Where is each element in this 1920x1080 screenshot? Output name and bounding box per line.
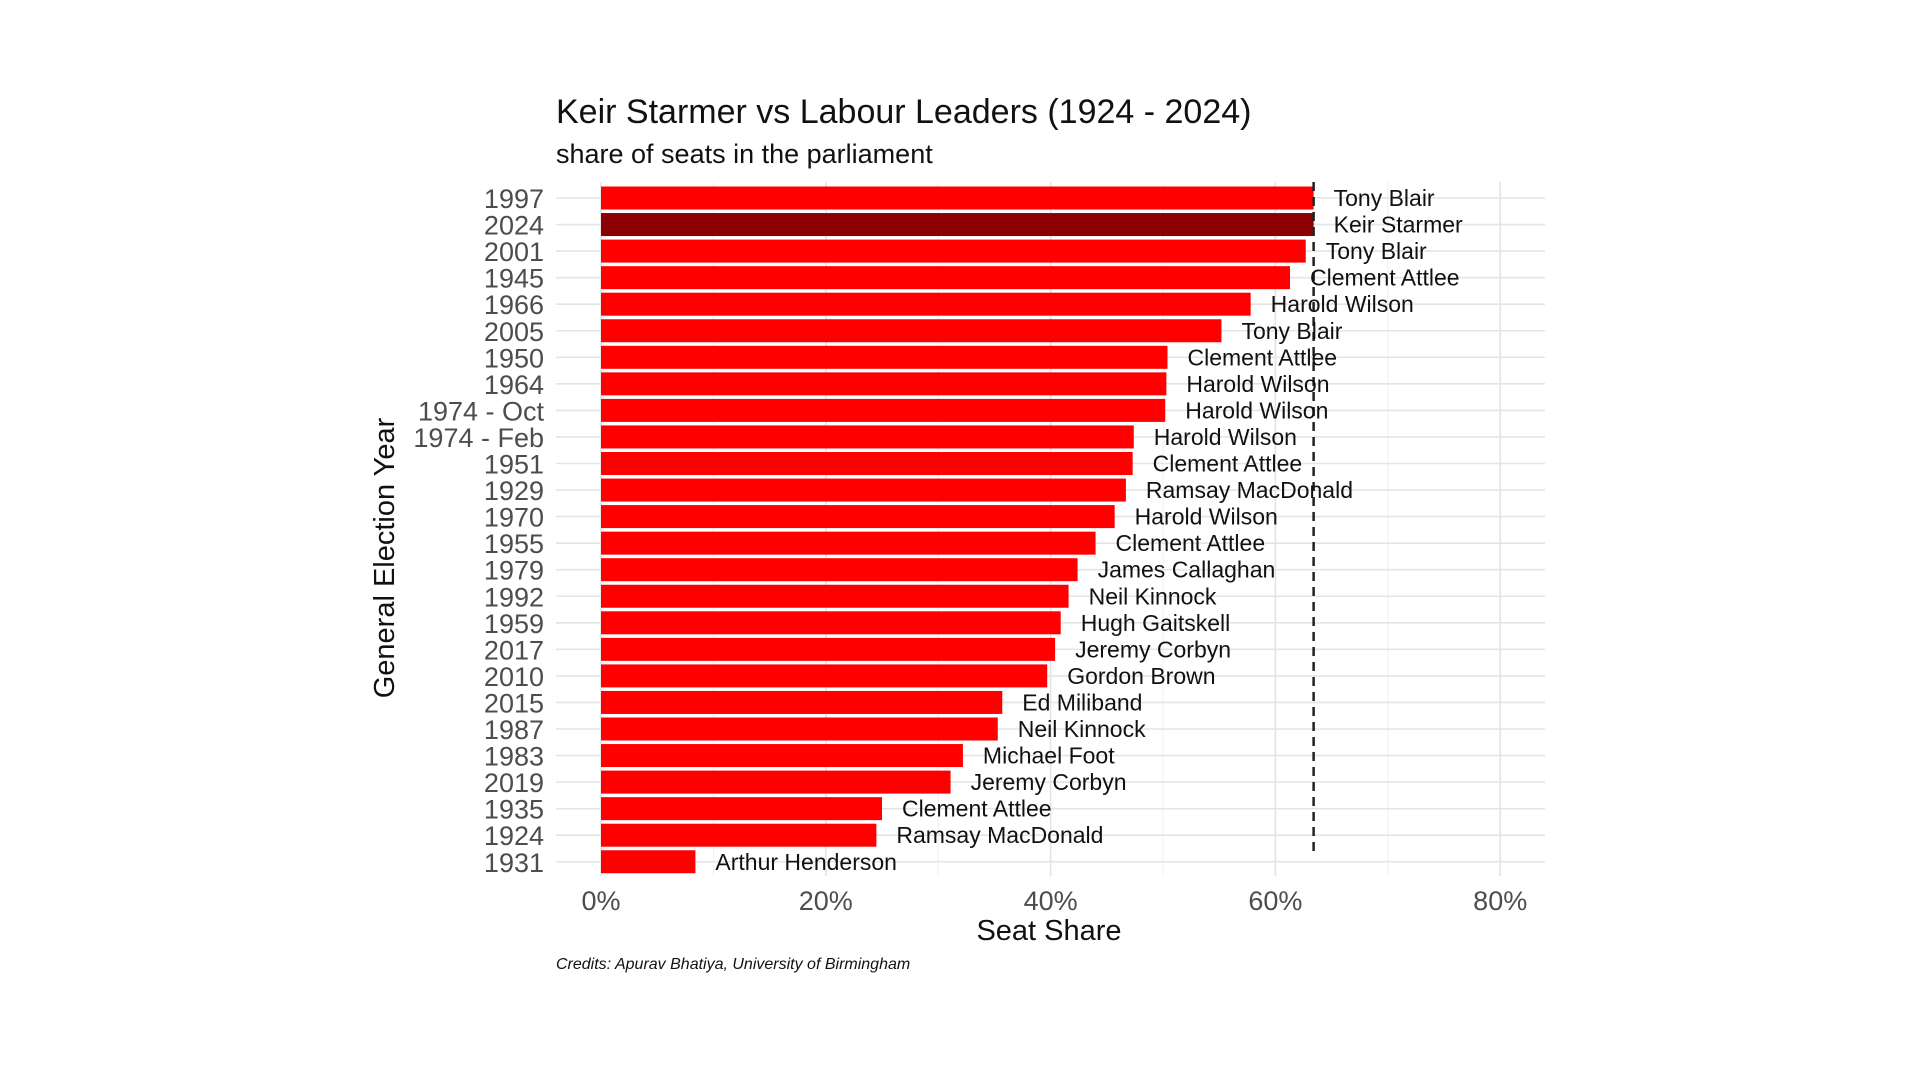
bar (601, 770, 951, 794)
bar-label: James Callaghan (1098, 557, 1276, 583)
bar (601, 452, 1133, 475)
y-tick-label: 1935 (484, 795, 544, 825)
bar (601, 797, 882, 821)
bar-label: Neil Kinnock (1018, 716, 1146, 742)
y-tick-label: 1945 (484, 264, 544, 294)
y-tick-label: 1924 (484, 821, 544, 851)
bar (601, 505, 1115, 529)
bar-label: Harold Wilson (1185, 397, 1328, 423)
bar-label: Neil Kinnock (1089, 583, 1217, 609)
chart-caption: Credits: Apurav Bhatiya, University of B… (556, 956, 910, 973)
y-tick-label: 1929 (484, 476, 544, 506)
bar-label: Gordon Brown (1067, 663, 1215, 689)
bar-label: Tony Blair (1334, 185, 1435, 211)
bar (601, 717, 998, 741)
y-tick-label: 2017 (484, 635, 544, 665)
y-tick-label: 1931 (484, 848, 544, 878)
y-tick-label: 1955 (484, 529, 544, 559)
bar (601, 319, 1222, 343)
bar (601, 292, 1251, 316)
bar-label: Clement Attlee (1310, 265, 1460, 291)
bar (601, 850, 696, 874)
chart-subtitle: share of seats in the parliament (556, 139, 933, 169)
bar (601, 266, 1291, 290)
bar (601, 372, 1167, 396)
x-tick-label: 0% (581, 886, 620, 916)
y-tick-label: 1970 (484, 503, 544, 533)
bar-label: Tony Blair (1326, 238, 1427, 264)
bar-label: Michael Foot (983, 743, 1115, 769)
y-tick-label: 1951 (484, 450, 544, 480)
bar (601, 425, 1134, 449)
bar-label: Clement Attlee (1187, 344, 1337, 370)
bars (601, 186, 1314, 874)
y-tick-label: 1987 (484, 715, 544, 745)
bar (601, 584, 1069, 608)
bar-label: Ed Miliband (1022, 689, 1142, 715)
y-tick-label: 1964 (484, 370, 544, 400)
bar-label: Harold Wilson (1271, 291, 1414, 317)
y-axis-title: General Election Year (369, 417, 401, 698)
bar-label: Clement Attlee (1116, 530, 1266, 556)
y-tick-label: 1959 (484, 609, 544, 639)
bar-label: Hugh Gaitskell (1081, 610, 1231, 636)
bar (601, 186, 1314, 210)
bar-label: Keir Starmer (1334, 212, 1463, 238)
bar-label: Arthur Henderson (715, 849, 897, 875)
bar (601, 239, 1306, 263)
y-tick-label: 1950 (484, 343, 544, 373)
y-tick-label: 1983 (484, 742, 544, 772)
x-axis-tick-labels: 0% 20% 40% 60% 80% (581, 886, 1527, 916)
y-tick-label: 1997 (484, 184, 544, 214)
y-tick-label: 2019 (484, 768, 544, 798)
bar (601, 664, 1048, 688)
bar (601, 398, 1166, 422)
x-tick-label: 60% (1248, 886, 1302, 916)
bar (601, 478, 1126, 502)
bar-label: Harold Wilson (1186, 371, 1329, 397)
bar-label: Harold Wilson (1135, 504, 1278, 530)
bar-label: Ramsay MacDonald (896, 822, 1103, 848)
y-tick-label: 2024 (484, 211, 544, 241)
y-tick-label: 1974 - Feb (413, 423, 544, 453)
bar (601, 558, 1078, 582)
y-tick-label: 2010 (484, 662, 544, 692)
bar (601, 531, 1096, 555)
chart-title: Keir Starmer vs Labour Leaders (1924 - 2… (556, 93, 1251, 131)
bar (601, 690, 1003, 714)
bar (601, 611, 1061, 635)
bar (601, 345, 1168, 369)
y-tick-label: 2001 (484, 237, 544, 267)
y-tick-label: 1966 (484, 290, 544, 320)
bar-label: Jeremy Corbyn (971, 769, 1127, 795)
x-axis-title: Seat Share (976, 915, 1121, 947)
y-tick-label: 1974 - Oct (418, 396, 545, 426)
x-tick-label: 40% (1024, 886, 1078, 916)
y-tick-label: 1979 (484, 556, 544, 586)
bar-label: Clement Attlee (902, 796, 1052, 822)
bar-label: Clement Attlee (1153, 451, 1303, 477)
bar-label: Ramsay MacDonald (1146, 477, 1353, 503)
bar (601, 637, 1056, 661)
y-tick-label: 1992 (484, 582, 544, 612)
bar-label: Jeremy Corbyn (1075, 636, 1231, 662)
bar (601, 823, 877, 847)
y-tick-label: 2005 (484, 317, 544, 347)
highlight-bar (601, 213, 1314, 237)
bar-label: Harold Wilson (1154, 424, 1297, 450)
bar (601, 744, 963, 768)
x-tick-label: 80% (1473, 886, 1527, 916)
bar-label: Tony Blair (1241, 318, 1342, 344)
x-tick-label: 20% (799, 886, 853, 916)
y-tick-label: 2015 (484, 688, 544, 718)
